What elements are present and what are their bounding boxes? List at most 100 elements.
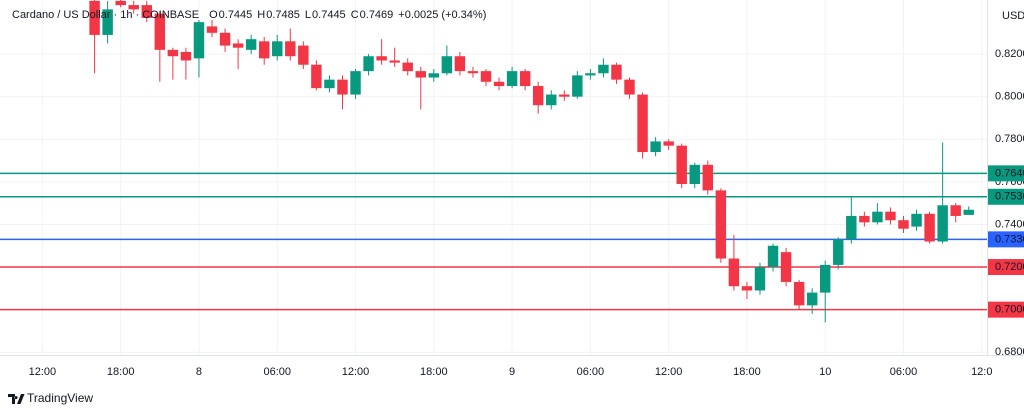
x-tick-label: 18:00 — [733, 366, 761, 378]
candle-body — [663, 141, 674, 146]
symbol-title: Cardano / US Dollar · 1h · COINBASE — [12, 9, 199, 21]
level-tag — [988, 301, 1024, 318]
candle-body — [232, 43, 244, 48]
brand-name: TradingView — [27, 391, 93, 405]
candle-body — [298, 45, 309, 65]
candle-body — [206, 26, 218, 33]
candle-body — [493, 81, 505, 87]
candle-body — [846, 215, 857, 240]
legend-value: 0.7445 — [312, 9, 346, 21]
candle-body — [272, 41, 283, 57]
candle-body — [754, 267, 766, 291]
level-tag — [988, 259, 1024, 276]
candle-body — [963, 209, 974, 215]
x-tick-label: 12:0 — [971, 366, 992, 378]
x-tick-label: 18:00 — [420, 366, 448, 378]
candle-body — [154, 13, 166, 50]
x-tick-label: 06:00 — [890, 366, 918, 378]
candle-body — [546, 94, 557, 106]
level-tag — [988, 165, 1024, 182]
candle-body — [285, 41, 296, 57]
candle-body — [402, 62, 413, 72]
candle-body — [950, 205, 961, 216]
candle-body — [245, 39, 257, 50]
candle-body — [89, 0, 100, 35]
candle-body — [454, 56, 466, 72]
candle-body — [376, 56, 387, 61]
candle-body — [337, 79, 348, 95]
logo-icon — [8, 394, 25, 404]
header: Cardano / US Dollar · 1h · COINBASE O 0.7… — [12, 9, 486, 21]
candle-body — [767, 245, 779, 268]
brand-logo: TradingView — [8, 391, 93, 405]
candle-body — [363, 56, 374, 72]
x-tick-label: 8 — [196, 366, 202, 378]
candle-body — [819, 264, 831, 293]
x-tick-label: 10 — [819, 366, 831, 378]
x-tick-label: 12:00 — [342, 366, 370, 378]
candle-body — [702, 164, 714, 191]
candle-body — [415, 71, 426, 78]
candle-body — [689, 164, 700, 184]
legend-label: O — [209, 9, 218, 21]
level-tag — [988, 188, 1024, 205]
candle-body — [180, 51, 192, 61]
candle-body — [611, 64, 622, 80]
candle-body — [102, 9, 113, 35]
x-tick-label: 06:00 — [577, 366, 605, 378]
candle-body — [441, 56, 453, 74]
candle-body — [806, 292, 818, 306]
levels — [0, 172, 987, 311]
legend-value: 0.7445 — [219, 9, 253, 21]
level-label: 0.7000 — [995, 304, 1024, 316]
legend-label: H — [257, 9, 265, 21]
y-tick-label: 0.6800 — [995, 346, 1024, 358]
currency-label: USD — [1002, 10, 1024, 22]
candle-body — [741, 286, 753, 291]
x-tick-label: 9 — [509, 366, 515, 378]
candle-body — [793, 281, 805, 306]
candle-body — [115, 0, 126, 6]
legend-change: +0.0025 (+0.34%) — [398, 9, 486, 21]
x-tick-label: 12:00 — [29, 366, 57, 378]
candle-body — [324, 79, 335, 89]
candle-body — [728, 258, 740, 287]
candle-body — [872, 211, 883, 223]
candle-body — [506, 71, 518, 87]
candle-body — [428, 73, 440, 78]
candle-body — [350, 71, 361, 95]
x-tick-label: 06:00 — [263, 366, 291, 378]
legend-value: 0.7485 — [266, 9, 300, 21]
legend-value: 0.7469 — [360, 9, 394, 21]
legend-label: C — [351, 9, 359, 21]
candle-body — [937, 205, 948, 242]
x-tick-label: 12:00 — [655, 366, 683, 378]
candles — [89, 0, 974, 323]
legend-label: L — [305, 9, 311, 21]
candle-body — [258, 41, 270, 59]
candle-body — [859, 215, 870, 223]
candle-body — [598, 64, 609, 74]
candle-body — [924, 213, 935, 242]
candle-body — [167, 49, 179, 57]
candle-body — [650, 141, 661, 153]
candle-body — [585, 73, 596, 76]
candle-body — [624, 79, 635, 95]
candle-body — [572, 75, 583, 97]
candle-body — [911, 213, 922, 227]
candle-body — [559, 94, 570, 97]
candle-body — [780, 252, 792, 282]
candle-body — [389, 60, 400, 63]
candle-body — [637, 94, 648, 153]
candle-body — [676, 145, 687, 184]
candle-body — [833, 239, 844, 265]
